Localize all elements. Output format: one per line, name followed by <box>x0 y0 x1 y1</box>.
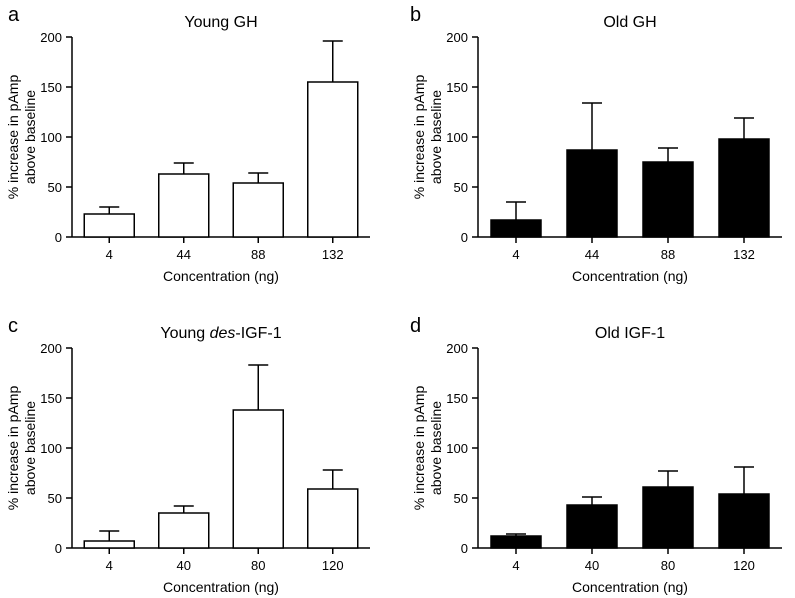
y-axis-label: % increase in pAmpabove baseline <box>411 386 444 511</box>
x-tick-label: 120 <box>322 558 344 573</box>
bar-4 <box>83 213 135 238</box>
bar-4 <box>490 535 542 549</box>
x-tick-label: 4 <box>106 558 113 573</box>
bar-132 <box>718 138 770 238</box>
x-tick-label: 88 <box>661 247 675 262</box>
y-axis-label-line: % increase in pAmp <box>411 386 427 511</box>
bar-80 <box>232 409 284 549</box>
y-axis-label-line: % increase in pAmp <box>5 75 21 200</box>
bar-40 <box>566 504 618 549</box>
y-tick-label: 50 <box>48 180 62 195</box>
chart-title: Young GH <box>184 14 257 31</box>
y-tick-label: 50 <box>454 491 468 506</box>
y-tick-label: 50 <box>48 491 62 506</box>
x-tick-label: 44 <box>177 247 191 262</box>
bar-88 <box>232 182 284 238</box>
y-tick-label: 50 <box>454 180 468 195</box>
panel-c: c Young des-IGF-1 0 50 100 150 200 4 40 80 120 Conc… <box>5 315 370 595</box>
y-tick-label: 200 <box>446 341 468 356</box>
x-tick-label: 88 <box>251 247 265 262</box>
x-axis-label: Concentration (ng) <box>163 268 279 284</box>
y-axis-label-line: above baseline <box>428 90 444 184</box>
chart-title: Old GH <box>603 14 656 31</box>
y-tick-label: 150 <box>40 80 62 95</box>
panel-letter: d <box>410 315 421 337</box>
title-part: Young <box>160 325 209 342</box>
x-tick-label: 80 <box>661 558 675 573</box>
x-axis-label: Concentration (ng) <box>572 268 688 284</box>
bar-44 <box>158 173 210 238</box>
y-tick-label: 100 <box>40 130 62 145</box>
bar-4 <box>83 540 135 549</box>
y-axis-label-line: % increase in pAmp <box>411 75 427 200</box>
bar-132 <box>307 81 359 238</box>
y-axis-label-line: above baseline <box>22 401 38 495</box>
bar-40 <box>158 512 210 549</box>
y-axis-label: % increase in pAmpabove baseline <box>5 386 38 511</box>
y-tick-label: 100 <box>40 441 62 456</box>
x-tick-label: 40 <box>585 558 599 573</box>
bar-44 <box>566 149 618 238</box>
y-tick-label: 150 <box>40 391 62 406</box>
x-tick-label: 4 <box>512 558 519 573</box>
y-tick-label: 0 <box>461 230 468 245</box>
bar-120 <box>307 488 359 549</box>
bar-120 <box>718 493 770 549</box>
bar-88 <box>642 161 694 238</box>
y-axis-label: % increase in pAmpabove baseline <box>5 75 38 200</box>
x-tick-label: 44 <box>585 247 599 262</box>
panel-letter: a <box>8 4 20 26</box>
y-tick-label: 200 <box>40 30 62 45</box>
x-tick-label: 40 <box>177 558 191 573</box>
y-tick-label: 200 <box>40 341 62 356</box>
x-axis-label: Concentration (ng) <box>163 579 279 595</box>
y-tick-label: 0 <box>461 541 468 556</box>
chart-title: Old IGF-1 <box>595 325 665 342</box>
y-tick-label: 150 <box>446 391 468 406</box>
panel-letter: c <box>8 315 18 337</box>
panel-letter: b <box>410 4 421 26</box>
x-tick-label: 4 <box>512 247 519 262</box>
title-part: des <box>210 325 236 342</box>
y-axis-label-line: % increase in pAmp <box>5 386 21 511</box>
bar-4 <box>490 219 542 238</box>
y-axis-label-line: above baseline <box>428 401 444 495</box>
title-part: -IGF-1 <box>235 325 281 342</box>
y-axis-label-line: above baseline <box>22 90 38 184</box>
x-tick-label: 80 <box>251 558 265 573</box>
y-tick-label: 200 <box>446 30 468 45</box>
x-axis-label: Concentration (ng) <box>572 579 688 595</box>
y-tick-label: 0 <box>55 230 62 245</box>
x-tick-label: 132 <box>322 247 344 262</box>
y-tick-label: 0 <box>55 541 62 556</box>
y-tick-label: 150 <box>446 80 468 95</box>
y-tick-label: 100 <box>446 130 468 145</box>
panel-d: d Old IGF-1 0 50 100 150 200 4 40 80 120 Concentrat… <box>410 315 782 595</box>
x-tick-label: 120 <box>733 558 755 573</box>
chart-title: Young des-IGF-1 <box>160 325 281 342</box>
y-tick-label: 100 <box>446 441 468 456</box>
x-tick-label: 132 <box>733 247 755 262</box>
bar-80 <box>642 486 694 549</box>
x-tick-label: 4 <box>106 247 113 262</box>
y-axis-label: % increase in pAmpabove baseline <box>411 75 444 200</box>
